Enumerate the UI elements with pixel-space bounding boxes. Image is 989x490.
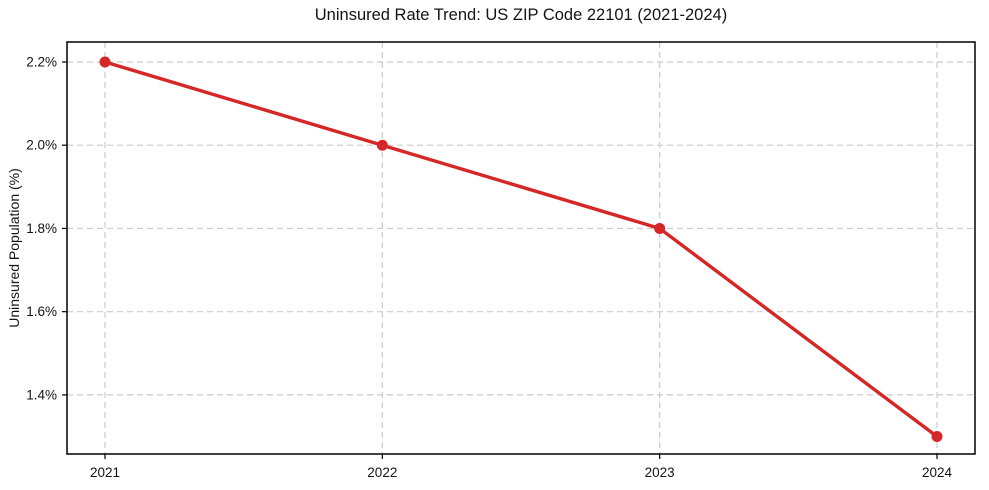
chart-title: Uninsured Rate Trend: US ZIP Code 22101 … [314, 6, 728, 24]
y-tick-label: 2.2% [26, 54, 57, 69]
data-point-marker [931, 431, 943, 443]
data-point-marker [99, 56, 111, 68]
trend-line [103, 60, 939, 439]
axes-border [66, 41, 976, 455]
y-tick-label: 1.8% [26, 221, 57, 236]
x-tick-label: 2024 [922, 465, 953, 480]
x-tick-label: 2022 [367, 465, 397, 480]
y-tick-label: 1.6% [26, 304, 57, 319]
x-tick-label: 2023 [645, 465, 675, 480]
y-tick-label: 2.0% [26, 138, 57, 153]
x-tick-label: 2021 [90, 465, 120, 480]
y-tick-label: 1.4% [26, 387, 57, 402]
data-point-marker [654, 222, 666, 234]
data-point-marker [376, 139, 388, 151]
